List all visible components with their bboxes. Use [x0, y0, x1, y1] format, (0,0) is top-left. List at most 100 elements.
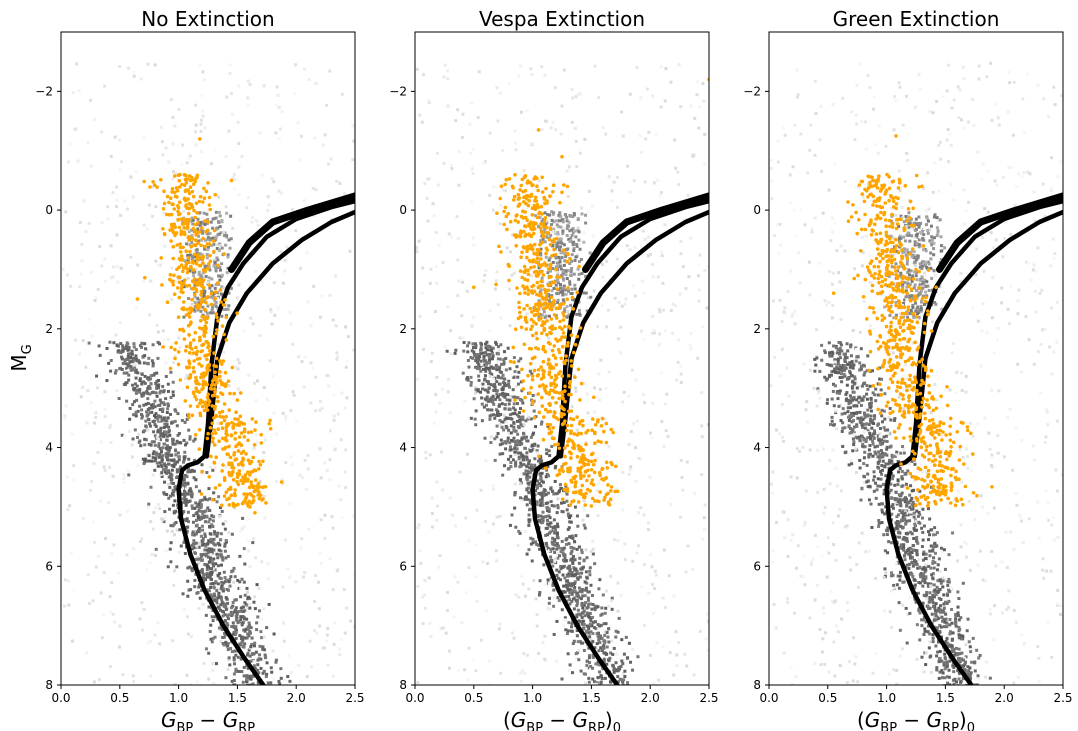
data-point: [165, 212, 169, 217]
hist-bin: [199, 150, 203, 154]
data-point: [224, 414, 228, 419]
hist-bin: [131, 437, 135, 441]
hist-bin: [539, 473, 543, 477]
hist-bin: [154, 451, 158, 455]
hist-bin: [210, 277, 214, 281]
hist-bin: [152, 511, 156, 515]
hist-bin: [510, 373, 514, 377]
hist-bin: [575, 598, 579, 602]
hist-bin: [422, 593, 426, 597]
hist-bin: [496, 374, 500, 378]
hist-bin: [538, 590, 542, 594]
data-point: [221, 359, 226, 363]
hist-bin: [634, 446, 638, 450]
hist-bin: [246, 595, 250, 599]
hist-bin: [226, 253, 230, 257]
hist-bin: [158, 391, 162, 395]
data-point: [169, 239, 173, 243]
hist-bin: [213, 615, 217, 619]
hist-bin: [609, 574, 613, 578]
hist-bin: [498, 418, 502, 422]
hist-bin: [581, 518, 585, 522]
hist-bin: [85, 421, 89, 425]
hist-bin: [208, 465, 212, 469]
hist-bin: [509, 461, 513, 465]
hist-bin: [456, 236, 460, 240]
data-point: [165, 194, 170, 199]
hist-bin: [185, 673, 189, 677]
hist-bin: [229, 92, 233, 96]
hist-bin: [221, 589, 225, 593]
data-point: [161, 207, 166, 211]
hist-bin: [560, 677, 564, 681]
hist-bin: [278, 137, 282, 141]
hist-bin: [176, 460, 180, 464]
hist-bin: [138, 404, 142, 408]
hist-bin: [570, 549, 574, 553]
hist-bin: [700, 424, 704, 428]
data-point: [211, 378, 216, 382]
hist-bin: [490, 408, 494, 412]
hist-bin: [641, 229, 645, 233]
data-point: [206, 392, 210, 397]
data-point: [235, 472, 240, 476]
data-point: [200, 257, 205, 261]
hist-bin: [194, 541, 198, 545]
hist-bin: [532, 409, 536, 413]
hist-bin: [612, 538, 616, 542]
hist-bin: [549, 216, 553, 220]
hist-bin: [192, 546, 196, 550]
hist-bin: [125, 371, 129, 375]
hist-bin: [576, 217, 580, 221]
hist-bin: [210, 578, 214, 582]
hist-bin: [128, 417, 132, 421]
hist-bin: [600, 636, 604, 640]
hist-bin: [309, 324, 313, 328]
data-point: [188, 341, 193, 345]
hist-bin: [166, 416, 170, 420]
hist-bin: [330, 515, 334, 519]
hist-bin: [484, 459, 488, 463]
hist-bin: [488, 414, 492, 418]
hist-bin: [557, 219, 561, 223]
hist-bin: [333, 621, 337, 625]
hist-bin: [215, 598, 219, 602]
hist-bin: [560, 509, 564, 513]
hist-bin: [139, 444, 143, 448]
data-point: [219, 300, 223, 304]
hist-bin: [256, 663, 260, 667]
data-point: [179, 263, 184, 267]
data-point: [233, 431, 238, 435]
hist-bin: [563, 307, 567, 311]
hist-bin: [480, 402, 484, 406]
data-point: [214, 356, 219, 361]
hist-bin: [193, 506, 197, 510]
data-point: [235, 479, 239, 484]
hist-bin: [265, 672, 269, 676]
hist-bin: [119, 266, 123, 270]
hist-bin: [606, 658, 610, 662]
data-point: [241, 456, 245, 461]
hist-bin: [188, 154, 192, 158]
data-point: [236, 502, 240, 507]
hist-bin: [151, 406, 155, 410]
hist-bin: [182, 460, 186, 464]
data-point: [228, 455, 233, 460]
hist-bin: [662, 548, 666, 552]
hist-bin: [661, 596, 665, 600]
hist-bin: [234, 606, 238, 610]
hist-bin: [573, 287, 577, 291]
data-point: [199, 300, 204, 305]
data-point: [207, 203, 212, 207]
hist-bin: [623, 558, 627, 562]
hist-bin: [74, 338, 78, 342]
data-point: [246, 438, 250, 443]
data-point: [233, 417, 237, 421]
hist-bin: [261, 671, 265, 675]
hist-bin: [479, 346, 483, 350]
hist-bin: [149, 443, 153, 447]
hist-bin: [213, 258, 217, 262]
hist-bin: [572, 249, 576, 253]
hist-bin: [205, 572, 209, 576]
hist-bin: [190, 544, 194, 548]
